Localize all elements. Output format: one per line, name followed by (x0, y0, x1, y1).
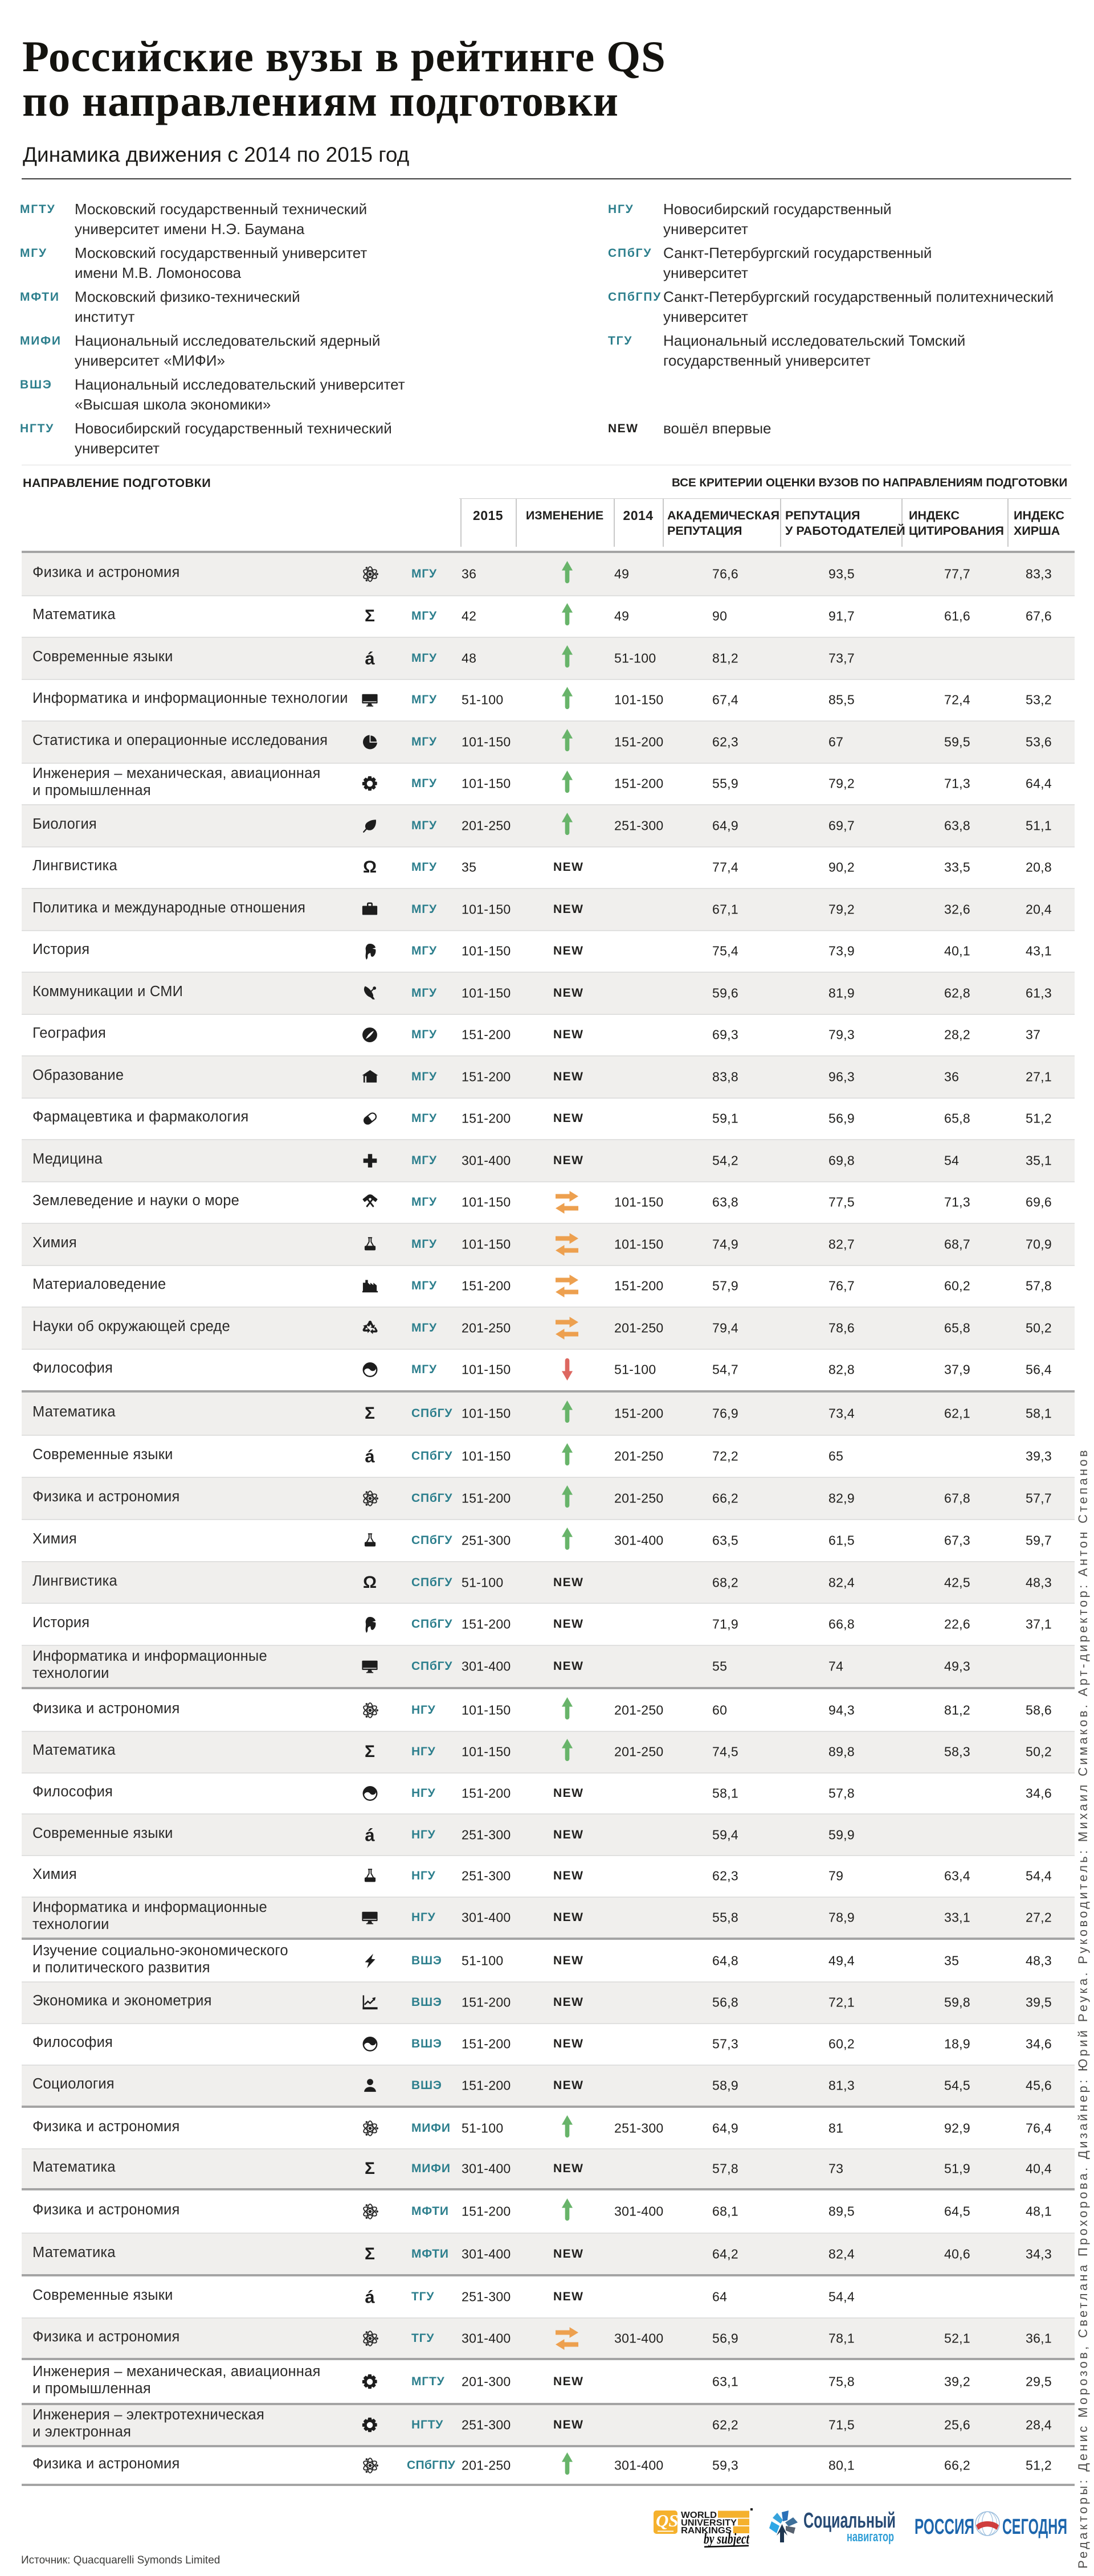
svg-text:UNIVERSITY: UNIVERSITY (681, 2518, 737, 2528)
svg-text:Социальный: Социальный (803, 2509, 896, 2533)
svg-text:by subject: by subject (704, 2530, 750, 2547)
svg-text:WORLD: WORLD (681, 2511, 717, 2520)
svg-text:навигатор: навигатор (847, 2529, 894, 2544)
svg-text:QS: QS (656, 2511, 679, 2530)
svg-text:RANKINGS: RANKINGS (681, 2526, 732, 2536)
svg-text:СЕГОДНЯ: СЕГОДНЯ (1002, 2515, 1067, 2539)
svg-text:РОССИЯ: РОССИЯ (915, 2515, 974, 2539)
